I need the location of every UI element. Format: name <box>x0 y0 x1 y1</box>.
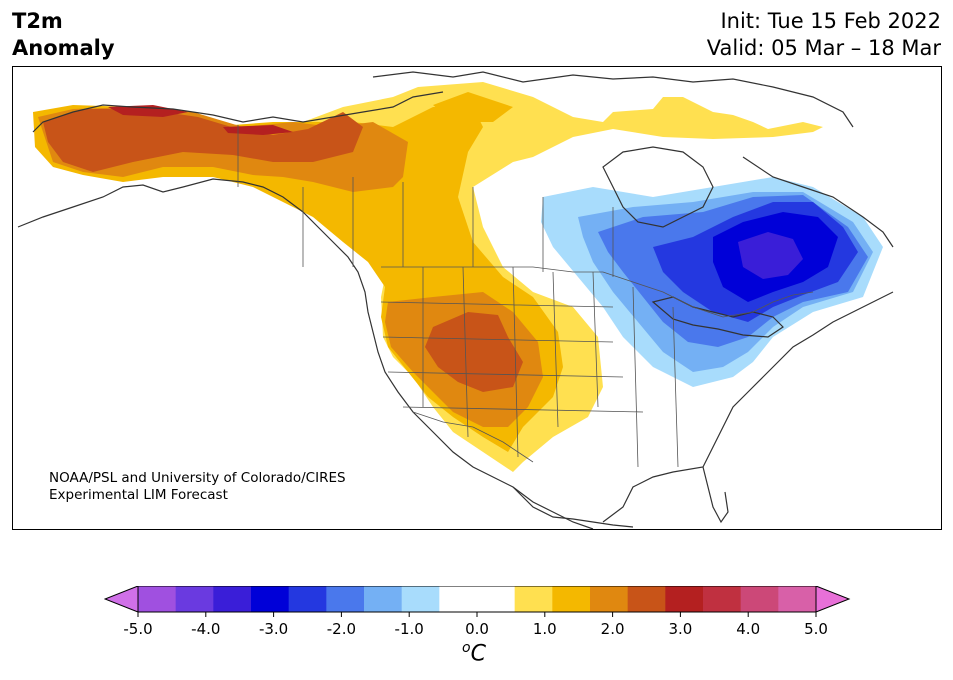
unit-letter: C <box>470 641 486 667</box>
colorbar-cell <box>364 586 403 612</box>
colorbar-tick-label: 4.0 <box>736 620 760 638</box>
colorbar-cell <box>213 586 252 612</box>
colorbar-tick-label: -3.0 <box>259 620 288 638</box>
colorbar-cell <box>514 586 553 612</box>
init-date: Init: Tue 15 Feb 2022 <box>720 9 941 33</box>
province-borders <box>302 177 614 277</box>
colorbar-tick-label: 0.0 <box>465 620 489 638</box>
colorbar-cell <box>175 586 214 612</box>
colorbar-tick-label: -2.0 <box>327 620 356 638</box>
colorbar-tick-label: 5.0 <box>804 620 828 638</box>
us-canada-border <box>381 266 814 318</box>
colorbar-cell <box>740 586 779 612</box>
credit-line-1: NOAA/PSL and University of Colorado/CIRE… <box>49 470 346 486</box>
hudson-bay-coastline <box>602 146 714 228</box>
credit-line-2: Experimental LIM Forecast <box>49 487 228 503</box>
anomaly-fill-layer <box>33 82 883 472</box>
coastlines <box>17 71 894 529</box>
warm-anomaly-strong <box>38 107 543 427</box>
cool-anomaly-core <box>738 232 803 279</box>
unit-degree: o <box>462 640 471 656</box>
anomaly-map <box>17 71 894 529</box>
colorbar-tick-label: -4.0 <box>191 620 220 638</box>
colorbar-tick-label: -1.0 <box>395 620 424 638</box>
us-mexico-border <box>412 411 534 463</box>
colorbar-tick-label: -5.0 <box>123 620 152 638</box>
colorbar-unit: oC <box>462 640 486 666</box>
colorbar-cell <box>778 586 817 612</box>
valid-range: Valid: 05 Mar – 18 Mar <box>706 36 941 60</box>
colorbar-low-extend <box>104 586 139 613</box>
colorbar-cell <box>627 586 666 612</box>
state-borders <box>380 266 679 468</box>
title-line-1: T2m <box>12 9 63 33</box>
colorbar-ticks: -5.0 -4.0 -3.0 -2.0 -1.0 0.0 1.0 2.0 3.0 4.0 5.0 <box>123 612 828 638</box>
central-america <box>512 486 634 528</box>
warm-anomaly-extreme <box>108 105 293 135</box>
colorbar-tick-label: 3.0 <box>668 620 692 638</box>
colorbar-cell <box>703 586 742 612</box>
colorbar-cell <box>138 586 177 612</box>
colorbar-cells <box>104 586 851 613</box>
forecast-credit: NOAA/PSL and University of Colorado/CIRE… <box>49 470 346 504</box>
colorbar-tick-label: 2.0 <box>601 620 625 638</box>
colorbar-cell <box>401 586 440 612</box>
west-coastline <box>17 91 594 529</box>
east-coastline <box>602 291 894 523</box>
arctic-islands <box>372 71 854 128</box>
colorbar: -5.0 -4.0 -3.0 -2.0 -1.0 0.0 1.0 2.0 3.0 4.0 5.0 <box>104 586 851 638</box>
colorbar-cell <box>552 586 591 612</box>
forecast-dates: Init: Tue 15 Feb 2022 Valid: 05 Mar – 18… <box>707 8 941 62</box>
map-title: T2m Anomaly <box>12 8 115 62</box>
florida-coastline <box>702 466 729 524</box>
colorbar-cell <box>251 586 290 612</box>
map-panel <box>12 66 942 530</box>
colorbar-cell <box>665 586 704 612</box>
political-borders <box>237 125 814 468</box>
colorbar-cell <box>590 586 629 612</box>
colorbar-cell <box>288 586 327 612</box>
title-line-2: Anomaly <box>12 36 115 60</box>
colorbar-cell <box>326 586 365 612</box>
colorbar-high-extend <box>815 586 851 613</box>
colorbar-cell <box>477 586 516 612</box>
colorbar-cell <box>439 586 478 612</box>
warm-anomaly-very-strong <box>43 109 523 392</box>
labrador-coastline <box>742 156 894 248</box>
colorbar-tick-label: 1.0 <box>533 620 557 638</box>
